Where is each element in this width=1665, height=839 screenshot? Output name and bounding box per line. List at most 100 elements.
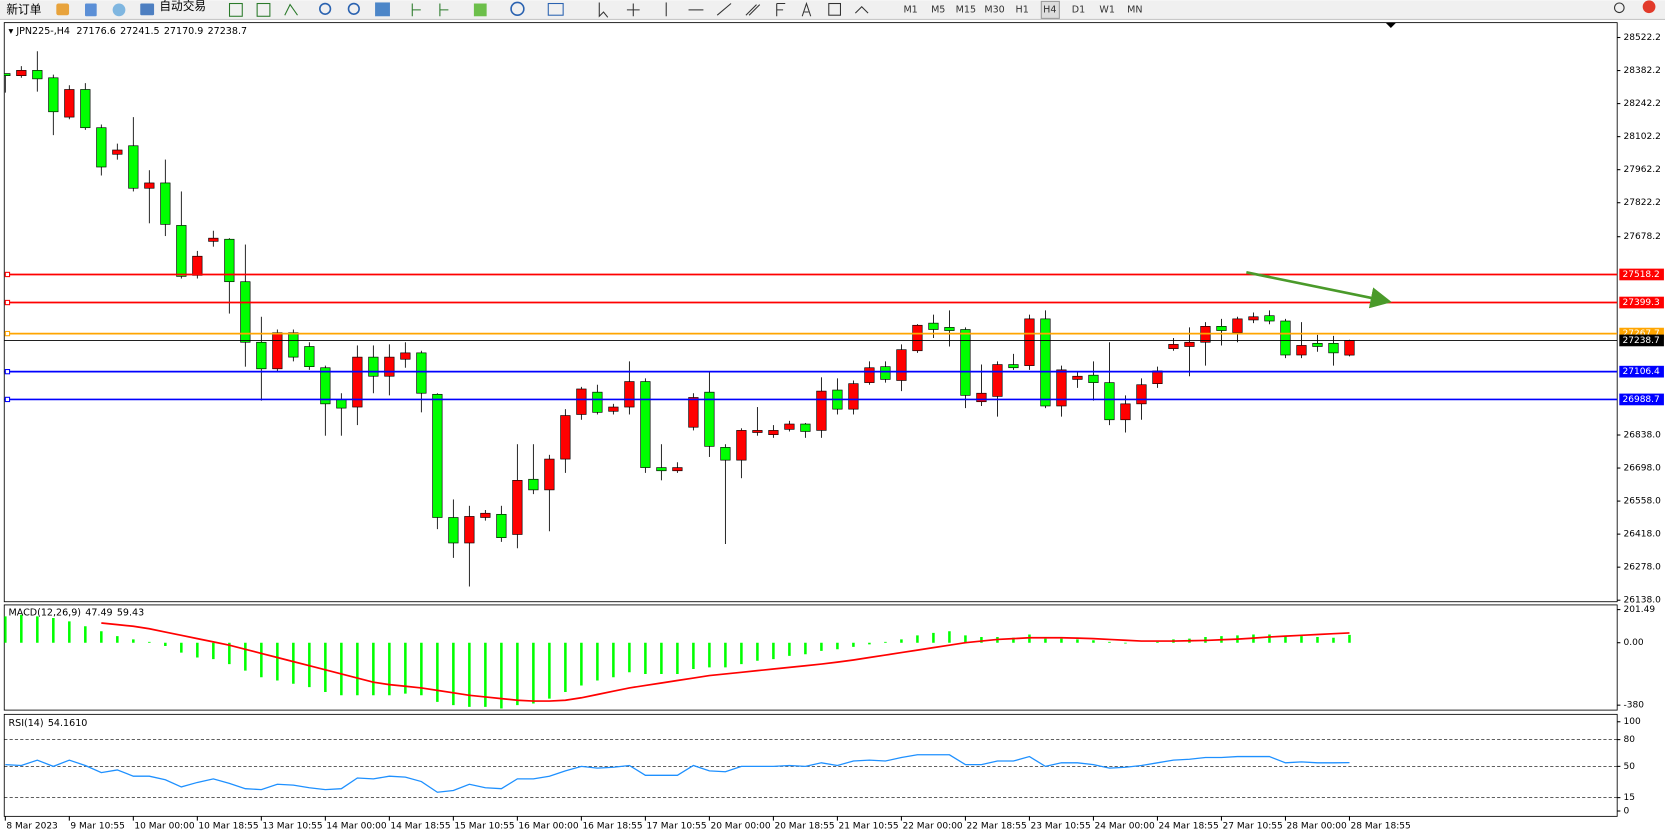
macd-header: MACD(12,26,9) 47.49 59.43 [9, 607, 145, 618]
candle-body [176, 225, 187, 277]
icon[interactable] [56, 3, 70, 16]
search-icon[interactable] [1613, 2, 1625, 14]
y-tick-label: 80 [1624, 735, 1636, 745]
candle-body [128, 145, 139, 189]
x-tick-label: 22 Mar 00:00 [902, 821, 962, 831]
toolbar [0, 0, 1665, 20]
rsi-line [5, 754, 1350, 793]
candle-body [928, 322, 939, 330]
y-tick-label: 28382.2 [1624, 66, 1661, 76]
candle-body [848, 383, 859, 410]
new-order-button[interactable]: 新订单 [6, 2, 41, 16]
price-tag [1619, 327, 1664, 340]
current-price-label: 27238.7 [1622, 336, 1659, 346]
text-tool[interactable] [801, 1, 812, 17]
x-tick-label: 13 Mar 10:55 [262, 821, 322, 831]
x-tick-label: 27 Mar 10:55 [1223, 821, 1283, 831]
rsi-value: 54.1610 [48, 717, 87, 728]
candle-body [400, 352, 411, 360]
icon[interactable] [112, 3, 126, 17]
x-tick-label: 16 Mar 18:55 [582, 821, 642, 831]
zoom-in[interactable] [319, 2, 332, 15]
icon[interactable] [547, 2, 564, 16]
candle-body [528, 478, 539, 491]
candle-body [960, 329, 971, 396]
candle-body [496, 513, 507, 538]
x-tick-label: 17 Mar 10:55 [646, 821, 706, 831]
candle-body [208, 237, 219, 242]
timeframe-button[interactable]: H1 [1016, 4, 1029, 15]
candle-body [640, 381, 651, 468]
timeframe-button[interactable]: M30 [984, 4, 1004, 15]
candle-body [1216, 326, 1227, 331]
candle-body [1296, 345, 1307, 356]
candle-body [592, 391, 603, 413]
timeframe-button[interactable]: W1 [1099, 4, 1115, 15]
timeframe-button[interactable]: H4 [1043, 4, 1056, 15]
icon[interactable] [473, 3, 487, 17]
timeframe-button[interactable]: D1 [1072, 4, 1085, 15]
candle-body [256, 341, 267, 370]
icon[interactable] [228, 2, 243, 17]
candle-body [1168, 344, 1179, 349]
icon[interactable] [439, 3, 449, 17]
candle-body [1248, 316, 1259, 321]
price-plot [4, 51, 1618, 587]
icon[interactable] [375, 2, 390, 17]
y-tick-label: 26558.0 [1624, 497, 1662, 507]
crosshair-tool[interactable] [626, 3, 640, 17]
timeframe-button[interactable]: MN [1127, 4, 1142, 15]
candle-body [1152, 370, 1163, 384]
shapes-tool[interactable] [854, 5, 869, 14]
level-handle [4, 369, 11, 375]
candle-body [608, 406, 619, 412]
y-tick-label: 50 [1624, 762, 1636, 772]
icon[interactable] [411, 3, 421, 17]
price-tag-label: 27267.7 [1622, 329, 1659, 339]
new-order-label[interactable]: 新订单 [6, 2, 41, 16]
price-tag [1619, 365, 1664, 378]
y-tick-label: 26698.0 [1624, 464, 1662, 474]
zoom-out[interactable] [347, 2, 360, 15]
candle-body [656, 467, 667, 472]
x-tick-label: 10 Mar 00:00 [134, 821, 194, 831]
candle-body [992, 364, 1003, 397]
candle-body [464, 516, 475, 544]
y-tick-label: 27962.2 [1624, 165, 1661, 175]
label-tool[interactable] [828, 2, 842, 16]
x-tick-label: 20 Mar 18:55 [774, 821, 834, 831]
timeframe-button[interactable]: M15 [956, 4, 976, 15]
x-tick-label: 23 Mar 10:55 [1030, 821, 1090, 831]
y-tick-label: 27822.2 [1624, 198, 1661, 208]
candle-body [1280, 320, 1291, 356]
channel-tool[interactable] [745, 4, 761, 16]
rsi-plot [4, 739, 1618, 798]
candle-body [672, 467, 683, 472]
icon[interactable] [510, 1, 525, 17]
x-tick-label: 14 Mar 00:00 [326, 821, 386, 831]
x-tick-label: 8 Mar 2023 [6, 821, 58, 831]
candle-body [576, 388, 587, 415]
candle-body [688, 397, 699, 428]
x-tick-label: 20 Mar 00:00 [710, 821, 770, 831]
auto-trading-icon[interactable] [140, 3, 155, 16]
fibo-tool[interactable] [776, 2, 786, 17]
x-tick-label: 9 Mar 10:55 [70, 821, 124, 831]
auto-trading-label[interactable]: 自动交易 [159, 0, 206, 13]
candle-body [704, 391, 715, 447]
icon[interactable] [256, 2, 271, 17]
timeframe-button[interactable]: M5 [931, 4, 945, 15]
candle-body [4, 73, 11, 76]
candle-body [912, 324, 923, 352]
icon[interactable] [284, 3, 298, 16]
icon[interactable] [85, 3, 97, 17]
cursor-tool[interactable] [598, 2, 609, 18]
candle-body [240, 281, 251, 343]
notification-icon[interactable] [1642, 0, 1656, 14]
timeframe-button[interactable]: M1 [903, 4, 917, 15]
trendline-tool[interactable] [716, 3, 732, 16]
candle-body [944, 327, 955, 331]
price-tag [1619, 268, 1664, 281]
timeframe-selected [1040, 0, 1060, 19]
level-handle [4, 330, 11, 337]
